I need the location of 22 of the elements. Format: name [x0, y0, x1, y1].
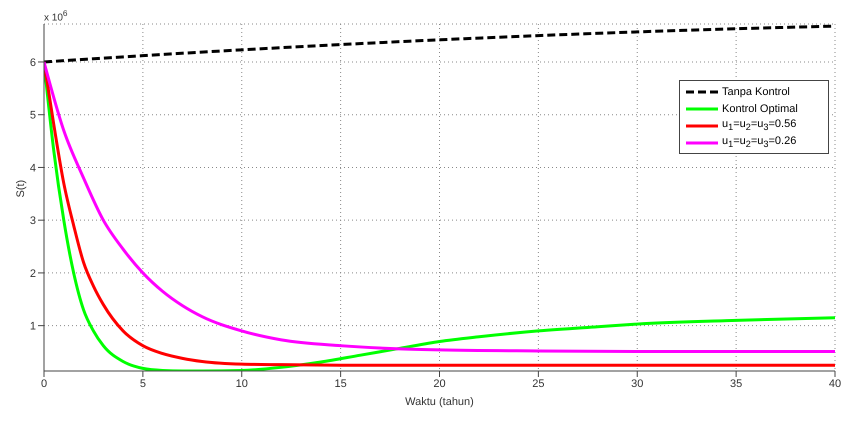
x-tick-label: 0: [40, 378, 48, 390]
x-tick-label: 30: [631, 378, 644, 390]
x-axis-title: Waktu (tahun): [405, 396, 474, 408]
y-tick-label: 1: [30, 320, 36, 333]
text: x 10$^{6}$: [44, 8, 68, 24]
y-tick-label: 2: [30, 268, 36, 280]
legend-label: Tanpa Kontrol: [722, 86, 790, 98]
legend-label: u$_{1}$=u$_{2}$=u$_{3}$=0.56: [722, 118, 796, 133]
y-tick-label: 3: [30, 215, 36, 228]
legend-label: u$_{1}$=u$_{2}$=u$_{3}$=0.26: [722, 135, 796, 150]
legend-label: Kontrol Optimal: [722, 102, 798, 114]
y-axis-title: S(t): [14, 180, 27, 198]
y-tick-label: 4: [30, 162, 36, 174]
x-tick-label: 5: [140, 378, 146, 390]
x-tick-label: 35: [730, 378, 742, 390]
y-tick-label: 6: [30, 56, 36, 69]
x-tick-label: 15: [334, 378, 347, 390]
x-tick-label: 40: [828, 378, 842, 390]
y-tick-label: 5: [30, 110, 36, 122]
x-tick-label: 25: [532, 378, 544, 390]
x-tick-label: 20: [433, 378, 446, 390]
x-tick-label: 10: [236, 378, 248, 390]
